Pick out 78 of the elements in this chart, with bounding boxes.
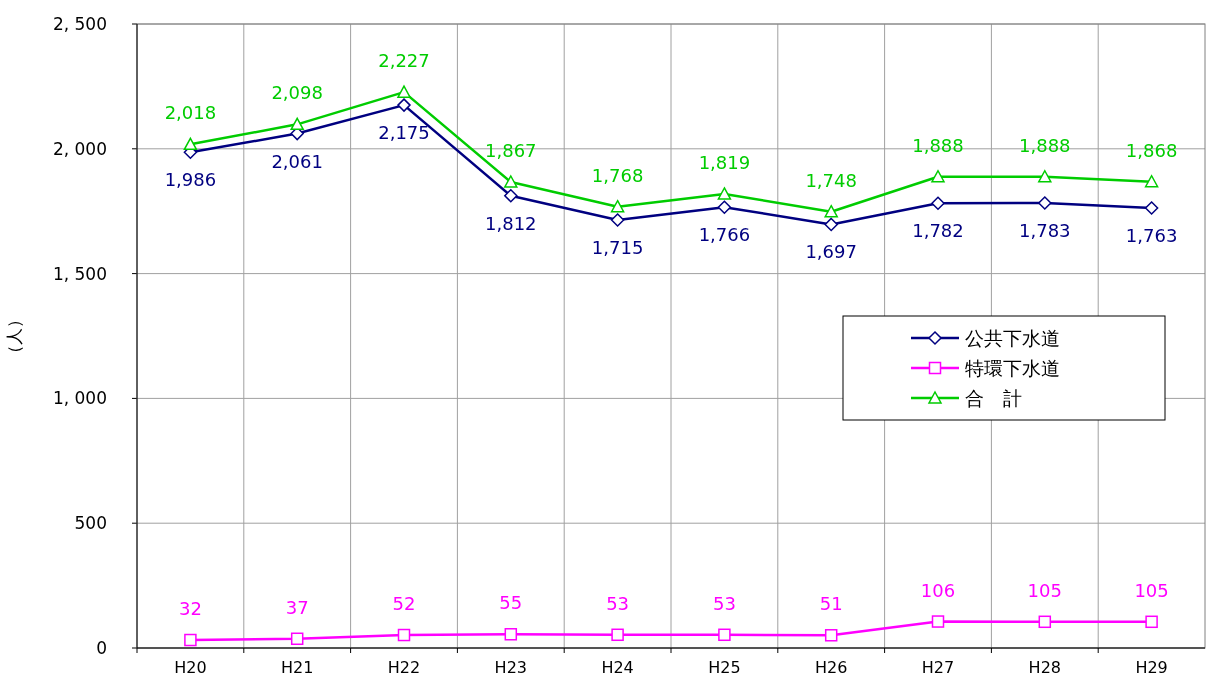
data-label: 52 [392, 593, 416, 615]
point [1144, 175, 1159, 188]
data-label: 53 [712, 592, 736, 614]
x-tick-label: H29 [1135, 658, 1168, 677]
point [397, 628, 411, 642]
data-label: 32 [178, 598, 202, 620]
data-label: 105 [1027, 579, 1062, 601]
data-label: 1,768 [591, 164, 644, 186]
data-label: 51 [819, 593, 843, 615]
y-tick-label: 0 [96, 638, 107, 658]
data-label: 1,697 [805, 241, 857, 263]
point [397, 98, 411, 112]
data-label: 1,748 [805, 169, 857, 191]
x-tick-label: H24 [601, 658, 634, 677]
point [931, 615, 945, 628]
x-tick-label: H23 [494, 658, 527, 677]
data-label: 55 [499, 592, 523, 614]
point [824, 217, 838, 232]
data-label: 1,763 [1125, 224, 1178, 246]
point [611, 628, 624, 642]
data-label: 1,715 [591, 236, 644, 258]
legend-label: 特環下水道 [965, 357, 1060, 379]
point [610, 199, 625, 213]
x-tick-label: H22 [387, 658, 421, 677]
x-tick-label: H20 [174, 658, 207, 677]
y-tick-label: 2, 000 [52, 138, 107, 159]
point [824, 629, 838, 642]
data-label: 1,888 [912, 134, 964, 156]
point [717, 187, 732, 200]
legend-label: 合 計 [965, 387, 1022, 409]
point [610, 213, 625, 227]
data-label: 1,783 [1019, 219, 1071, 241]
data-label: 2,175 [378, 122, 430, 144]
data-label: 2,227 [378, 50, 430, 72]
data-label: 37 [285, 596, 309, 618]
data-label: 105 [1134, 579, 1169, 601]
data-label: 2,098 [271, 82, 323, 104]
point [504, 175, 518, 188]
data-label: 1,888 [1019, 134, 1071, 156]
point [931, 196, 945, 210]
point [184, 633, 197, 647]
point [1144, 201, 1159, 215]
x-tick-label: H27 [921, 658, 955, 677]
point [931, 170, 945, 183]
data-label: 1,782 [912, 220, 964, 242]
data-label: 1,766 [698, 224, 751, 246]
x-tick-label: H21 [281, 658, 314, 677]
data-label: 106 [920, 579, 956, 601]
data-label: 1,868 [1125, 139, 1178, 161]
data-label: 53 [606, 592, 630, 614]
x-tick-label: H25 [708, 658, 741, 677]
y-tick-label: 1, 000 [52, 388, 107, 409]
point [290, 117, 304, 131]
data-label: 1,867 [485, 140, 537, 161]
point [183, 137, 198, 151]
point [1038, 615, 1052, 629]
point [397, 85, 411, 98]
point [717, 200, 732, 214]
y-tick-label: 1, 500 [52, 263, 107, 284]
data-label: 1,812 [485, 212, 537, 234]
data-label: 2,018 [164, 102, 217, 124]
x-tick-label: H26 [815, 658, 848, 677]
data-label: 1,819 [698, 151, 751, 173]
point [824, 204, 838, 218]
point [1038, 196, 1052, 210]
y-tick-label: 500 [74, 513, 107, 534]
legend-label: 公共下水道 [965, 327, 1060, 349]
y-axis-title: （人） [4, 310, 24, 362]
point [504, 628, 518, 641]
data-label: 1,986 [164, 169, 217, 191]
point [1038, 170, 1052, 183]
x-tick-label: H28 [1028, 658, 1061, 677]
point [504, 188, 518, 203]
point [290, 632, 304, 646]
point [718, 628, 731, 642]
point [1145, 615, 1158, 629]
y-tick-label: 2, 500 [52, 14, 107, 34]
data-label: 2,061 [271, 150, 323, 172]
